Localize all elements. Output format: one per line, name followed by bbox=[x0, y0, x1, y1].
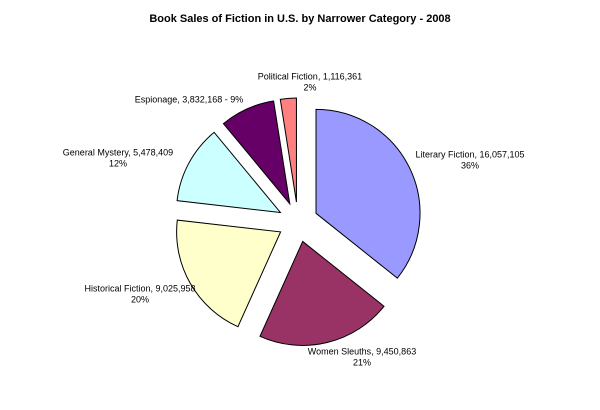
chart-title: Book Sales of Fiction in U.S. by Narrowe… bbox=[149, 13, 450, 25]
data-label: Women Sleuths, 9,450,863 bbox=[308, 346, 416, 356]
data-label: 36% bbox=[461, 160, 479, 170]
data-label: 2% bbox=[303, 82, 316, 92]
pie-slice bbox=[279, 97, 297, 203]
data-label: 21% bbox=[353, 357, 371, 367]
data-label: 12% bbox=[109, 158, 127, 168]
pie-slice bbox=[176, 131, 282, 214]
pie-slice bbox=[315, 108, 421, 279]
data-label: Historical Fiction, 9,025,958 bbox=[84, 283, 195, 293]
data-label: Espionage, 3,832,168 - 9% bbox=[135, 94, 244, 104]
pie-slice bbox=[176, 219, 282, 328]
data-label: General Mystery, 5,478,409 bbox=[63, 147, 173, 157]
data-label: Political Fiction, 1,116,361 bbox=[258, 71, 362, 81]
data-label: 20% bbox=[131, 294, 149, 304]
data-label: Literary Fiction, 16,057,105 bbox=[415, 149, 524, 159]
pie-slice bbox=[222, 100, 291, 206]
pie-slice bbox=[259, 240, 385, 346]
